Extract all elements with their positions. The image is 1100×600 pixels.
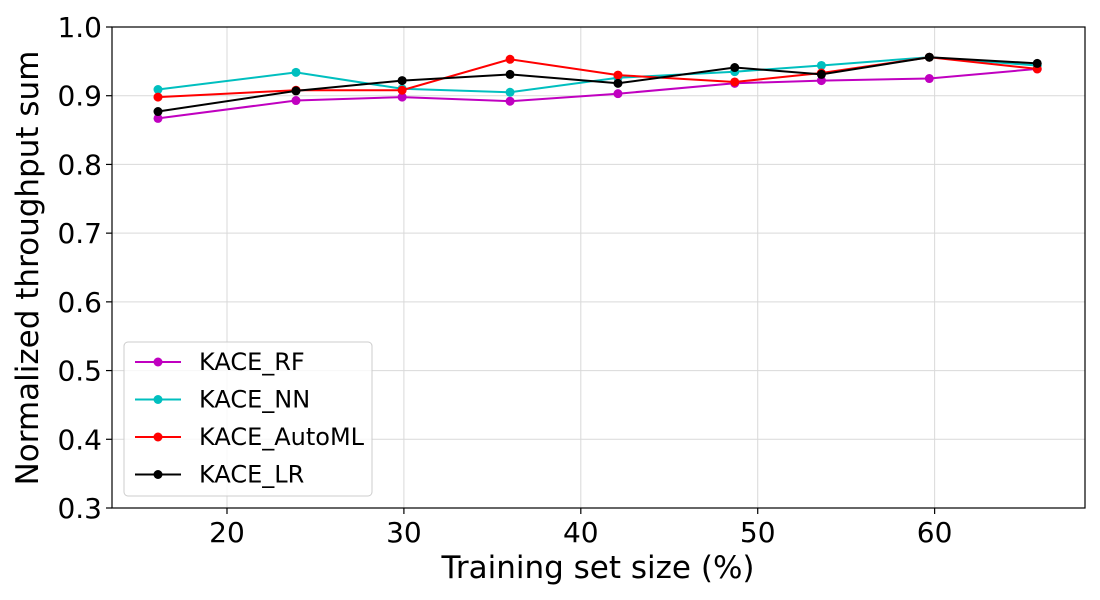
data-point-kace-lr <box>291 86 301 96</box>
legend: KACE_RF KACE_NN KACE_AutoML KACE_LR <box>123 341 373 497</box>
x-tick-label: 60 <box>917 516 953 549</box>
series-line-kace-nn <box>157 56 1038 94</box>
data-point-kace-rf <box>924 74 934 84</box>
legend-marker <box>153 357 163 367</box>
x-axis-ticks: 20 30 40 50 60 <box>209 508 952 549</box>
data-point-kace-nn <box>505 87 515 97</box>
y-tick-label: 0.9 <box>57 80 102 113</box>
series-line-kace-rf <box>157 67 1038 120</box>
data-point-kace-lr <box>397 76 407 86</box>
y-tick-label: 1.0 <box>57 11 102 44</box>
data-point-kace-lr <box>153 107 163 117</box>
series-line-kace-lr <box>157 56 1038 113</box>
legend-label: KACE_LR <box>199 461 304 489</box>
data-point-kace-nn <box>816 60 826 70</box>
data-point-kace-automl <box>153 92 163 102</box>
legend-items: KACE_RF KACE_NN KACE_AutoML KACE_LR <box>135 348 365 489</box>
data-point-kace-rf <box>613 89 623 99</box>
data-point-kace-automl <box>613 70 623 80</box>
x-tick-label: 20 <box>209 516 245 549</box>
data-point-kace-lr <box>816 69 826 79</box>
data-point-kace-automl <box>730 77 740 87</box>
x-tick-label: 30 <box>386 516 422 549</box>
data-point-kace-automl <box>505 54 515 64</box>
y-tick-label: 0.4 <box>57 423 102 456</box>
legend-item-kace-lr: KACE_LR <box>135 461 304 489</box>
series-kace-lr <box>153 52 1042 117</box>
legend-label: KACE_AutoML <box>199 423 365 451</box>
data-point-kace-lr <box>730 63 740 73</box>
y-tick-label: 0.5 <box>57 355 102 388</box>
data-point-kace-lr <box>613 78 623 88</box>
y-axis-ticks: 0.3 0.4 0.5 0.6 0.7 0.8 0.9 1.0 <box>57 11 112 525</box>
data-point-kace-lr <box>1032 58 1042 68</box>
data-point-kace-rf <box>505 96 515 106</box>
data-point-kace-rf <box>397 92 407 102</box>
y-tick-label: 0.8 <box>57 148 102 181</box>
y-tick-label: 0.7 <box>57 217 102 250</box>
data-point-kace-lr <box>505 69 515 79</box>
x-tick-label: 40 <box>563 516 599 549</box>
series-layer <box>153 52 1042 123</box>
legend-marker <box>153 395 163 404</box>
x-axis-title: Training set size (%) <box>440 550 754 586</box>
legend-marker <box>153 470 163 479</box>
legend-box <box>123 341 373 497</box>
data-point-kace-rf <box>291 96 301 106</box>
plot-frame <box>111 26 1086 509</box>
data-point-kace-automl <box>397 85 407 95</box>
legend-label: KACE_NN <box>199 386 310 414</box>
y-axis-title: Normalized throughput sum <box>10 51 46 486</box>
data-point-kace-rf <box>153 113 163 123</box>
legend-label: KACE_RF <box>199 348 305 376</box>
legend-item-kace-automl: KACE_AutoML <box>135 423 365 451</box>
data-point-kace-rf <box>816 76 826 86</box>
legend-marker <box>153 432 163 442</box>
data-point-kace-lr <box>924 52 934 62</box>
legend-item-kace-rf: KACE_RF <box>135 348 305 376</box>
y-tick-label: 0.3 <box>57 492 102 525</box>
data-point-kace-nn <box>291 67 301 77</box>
data-point-kace-nn <box>153 85 163 95</box>
legend-item-kace-nn: KACE_NN <box>135 386 310 414</box>
y-tick-label: 0.6 <box>57 286 102 319</box>
x-tick-label: 50 <box>740 516 776 549</box>
